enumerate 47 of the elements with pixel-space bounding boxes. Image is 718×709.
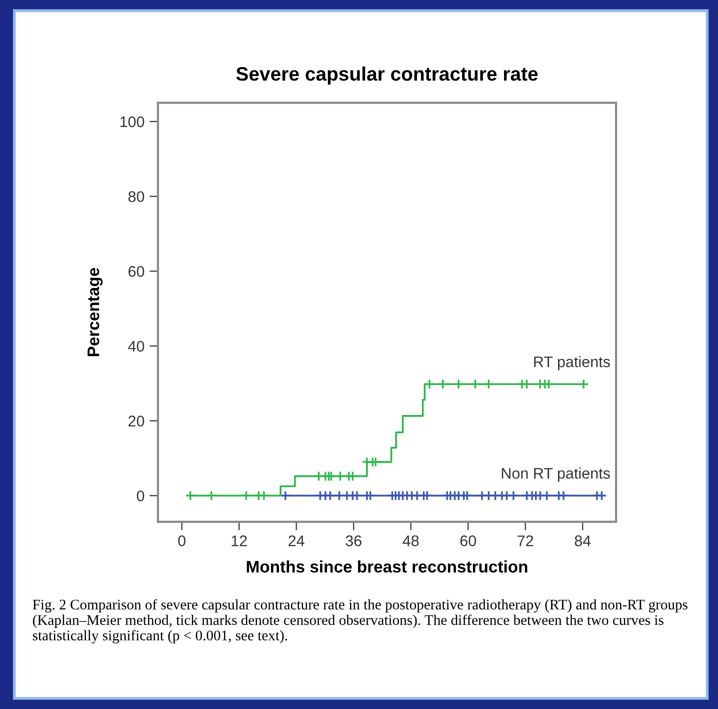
x-tick-label: 24 bbox=[288, 535, 304, 546]
x-tick-label: 60 bbox=[460, 535, 476, 546]
point bbox=[483, 378, 494, 390]
x-tick-label: 48 bbox=[402, 535, 419, 546]
y-tick-label: 20 bbox=[128, 416, 144, 426]
point bbox=[185, 490, 196, 501]
point bbox=[334, 490, 345, 501]
x-tick-label: 36 bbox=[346, 535, 362, 546]
point bbox=[596, 490, 607, 501]
point bbox=[470, 378, 481, 390]
y-tick-label: 100 bbox=[120, 116, 144, 128]
point bbox=[462, 490, 472, 501]
point bbox=[324, 490, 336, 501]
y-tick-label: 60 bbox=[128, 266, 144, 277]
y-tick-label: 80 bbox=[128, 191, 144, 202]
x-tick-label: 0 bbox=[178, 535, 186, 546]
point bbox=[438, 378, 448, 390]
x-tick-label: 72 bbox=[518, 535, 534, 546]
y-tick-label: 40 bbox=[128, 340, 144, 352]
point bbox=[280, 490, 291, 501]
caption: Fig. 2 Comparison of severe capsular contracture rate in the postoperative radiotherapy (RT) and non-RT groups (Kaplan–Meier method, tick marks denote censored observations). The difference between the two curves is statistically significant (p < 0.001, see text). bbox=[32, 599, 688, 644]
point bbox=[258, 490, 270, 501]
point bbox=[522, 378, 532, 390]
point bbox=[508, 490, 519, 501]
series-label: Non RT patients bbox=[502, 468, 610, 482]
x-axis-title: Months since breast reconstruction bbox=[246, 560, 528, 573]
point bbox=[542, 490, 552, 501]
x-tick-label: 12 bbox=[232, 535, 247, 546]
point bbox=[241, 490, 252, 501]
point bbox=[558, 490, 569, 501]
point bbox=[370, 456, 381, 468]
x-tick-label: 84 bbox=[574, 535, 591, 546]
point bbox=[578, 378, 589, 390]
point bbox=[422, 490, 432, 501]
point bbox=[314, 470, 324, 482]
point bbox=[412, 490, 422, 501]
point bbox=[483, 490, 494, 501]
point bbox=[453, 378, 464, 390]
point bbox=[206, 490, 217, 501]
chart-title: Severe capsular contracture rate bbox=[236, 66, 538, 85]
point bbox=[365, 490, 376, 501]
y-axis-title: Percentage bbox=[88, 268, 103, 356]
series-label: RT patients bbox=[534, 356, 610, 370]
point bbox=[424, 378, 435, 390]
point bbox=[335, 470, 346, 482]
point bbox=[502, 490, 512, 501]
y-tick-label: 0 bbox=[136, 490, 144, 502]
